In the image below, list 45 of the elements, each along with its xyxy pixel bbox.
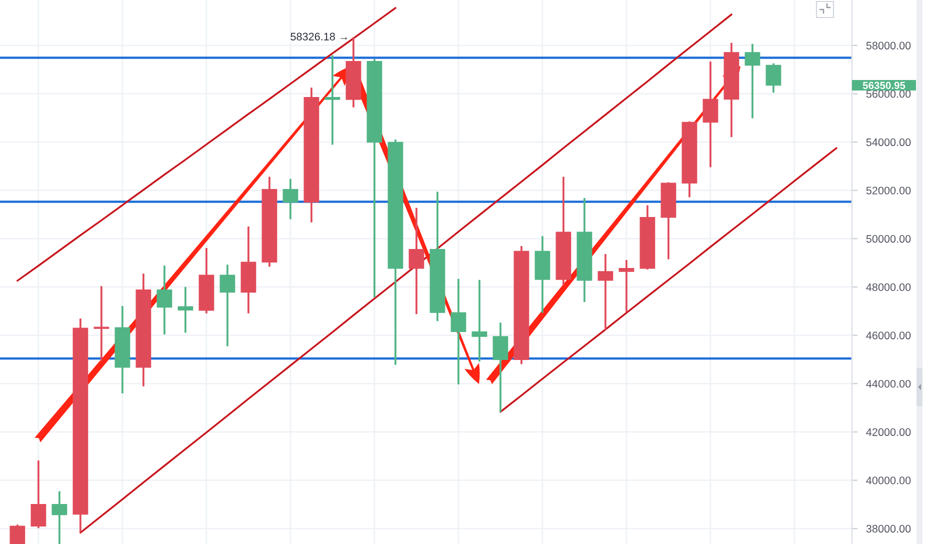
candlestick — [598, 254, 614, 330]
line-series — [80, 14, 732, 534]
candlestick — [702, 61, 718, 168]
candlestick — [388, 140, 404, 365]
candlestick — [618, 260, 634, 312]
y-tick-label: 58000.00 — [866, 42, 911, 50]
y-tick-label: 42000.00 — [866, 428, 911, 436]
y-tick-label: 54000.00 — [866, 138, 911, 146]
candlestick — [30, 460, 46, 528]
candlestick — [304, 88, 320, 222]
candlestick — [94, 286, 110, 362]
candlestick — [450, 278, 466, 384]
candlestick — [72, 318, 88, 533]
candlestick — [346, 37, 362, 108]
candlestick — [430, 192, 446, 322]
annotation: 58326.18 → — [290, 32, 348, 40]
candlestick — [556, 176, 572, 285]
line-series — [500, 147, 838, 413]
y-tick-label: 38000.00 — [866, 524, 911, 533]
text: 56350.95 — [862, 82, 906, 90]
candlestick — [744, 44, 760, 118]
candlestick — [220, 264, 236, 346]
candlestick — [178, 286, 194, 333]
candlestick — [198, 248, 214, 314]
candlestick — [52, 491, 68, 544]
candlestick — [534, 236, 550, 313]
candlestick — [324, 55, 340, 145]
y-tick-label: 46000.00 — [866, 332, 911, 340]
candlestick — [408, 208, 424, 314]
candlestick — [262, 176, 278, 267]
y-tick-label: 40000.00 — [866, 476, 911, 484]
candlestick — [136, 274, 152, 386]
candlestick — [156, 266, 172, 334]
y-tick-label: 44000.00 — [866, 380, 911, 388]
candlestick — [240, 226, 256, 314]
line-series — [16, 7, 396, 282]
y-tick-label: 52000.00 — [866, 186, 911, 194]
candlestick — [492, 322, 508, 412]
y-tick-label: 56000.00 — [866, 90, 911, 98]
candlestick — [282, 178, 298, 220]
y-tick-label: 48000.00 — [866, 283, 911, 292]
candlestick — [660, 182, 676, 260]
candlestick — [114, 306, 130, 394]
y-tick-label: 50000.00 — [866, 235, 911, 243]
candlestick — [472, 280, 488, 362]
